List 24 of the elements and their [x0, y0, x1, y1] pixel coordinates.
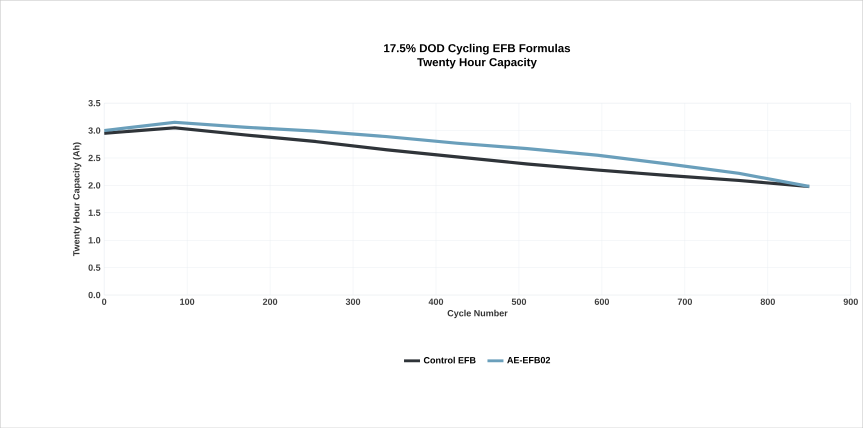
y-tick-label: 0.0 [88, 292, 100, 298]
x-tick-label: 0 [102, 298, 106, 305]
x-tick-label: 500 [512, 298, 526, 305]
y-tick-label: 3.0 [88, 127, 100, 134]
legend-label: AE-EFB02 [507, 356, 550, 364]
x-tick-label: 100 [180, 298, 194, 305]
x-tick-label: 200 [262, 298, 278, 305]
y-tick-label: 3.5 [88, 100, 100, 106]
x-tick-label: 900 [844, 298, 858, 305]
chart-title: 17.5% DOD Cycling EFB Formulas [384, 44, 570, 54]
y-tick-label: 1.5 [88, 210, 100, 216]
y-tick-label: 0.5 [88, 264, 100, 271]
x-axis-title: Cycle Number [448, 310, 508, 318]
x-tick-label: 800 [760, 298, 775, 305]
y-tick-label: 2.0 [88, 182, 100, 188]
x-tick-label: 300 [346, 298, 360, 305]
x-tick-label: 700 [678, 298, 692, 305]
chart-subtitle: Twenty Hour Capacity [417, 58, 537, 68]
x-tick-label: 400 [428, 298, 444, 305]
y-axis-title: Twenty Hour Capacity (Ah) [72, 142, 82, 256]
legend-label: Control EFB [424, 356, 476, 364]
y-tick-label: 1.0 [88, 236, 100, 244]
x-tick-label: 600 [594, 298, 610, 305]
y-tick-label: 2.5 [88, 154, 100, 162]
